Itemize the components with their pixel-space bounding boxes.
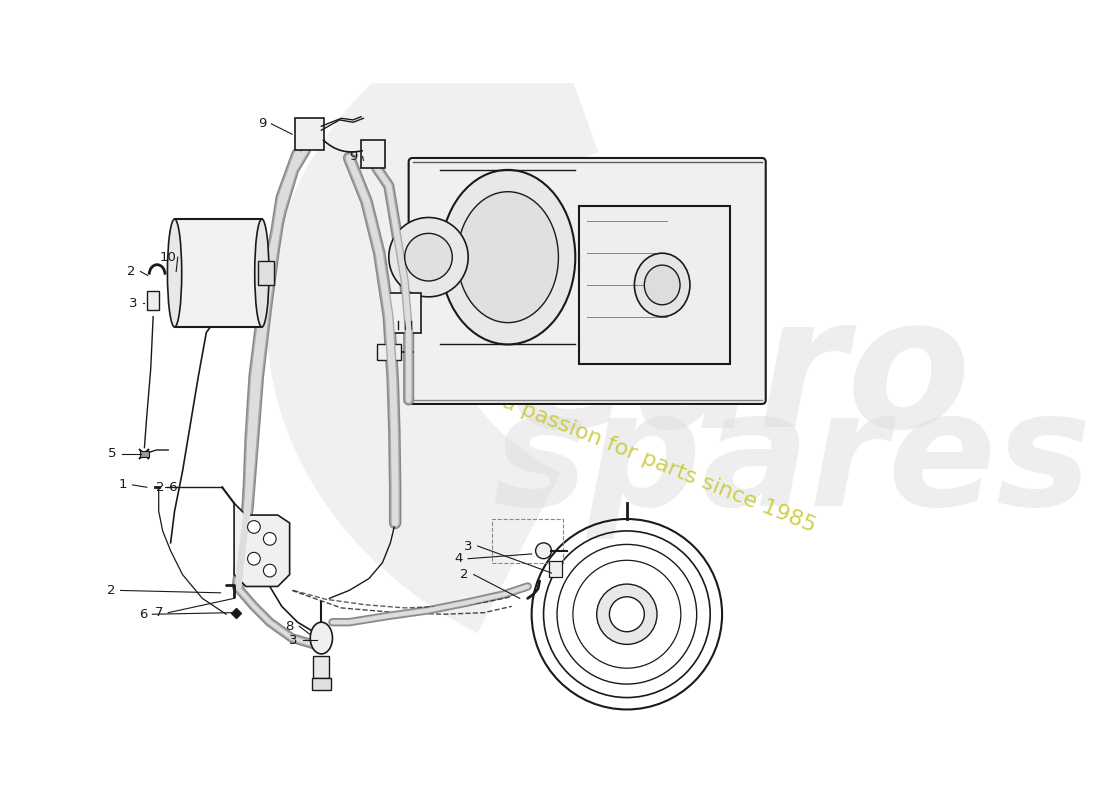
Circle shape <box>609 597 645 632</box>
Text: 8: 8 <box>285 620 294 633</box>
Circle shape <box>405 234 452 281</box>
Polygon shape <box>234 503 289 586</box>
Text: 2: 2 <box>126 265 135 278</box>
Text: 2-6: 2-6 <box>156 481 177 494</box>
Text: 3: 3 <box>129 297 138 310</box>
Circle shape <box>248 521 261 534</box>
Ellipse shape <box>310 622 332 654</box>
Bar <box>295 118 323 150</box>
Ellipse shape <box>458 192 559 322</box>
Text: 9: 9 <box>257 118 266 130</box>
Ellipse shape <box>255 219 270 327</box>
Ellipse shape <box>167 219 182 327</box>
Text: euro: euro <box>508 289 971 465</box>
Text: 2: 2 <box>460 568 469 581</box>
Circle shape <box>388 218 469 297</box>
Text: 5: 5 <box>109 447 117 461</box>
Circle shape <box>536 543 551 558</box>
Bar <box>377 345 400 360</box>
Ellipse shape <box>440 170 575 345</box>
FancyBboxPatch shape <box>409 158 766 404</box>
Text: spares: spares <box>492 384 1091 539</box>
Text: 10: 10 <box>160 250 177 264</box>
Text: a passion for parts since 1985: a passion for parts since 1985 <box>498 391 818 536</box>
Bar <box>175 219 262 327</box>
Text: 2: 2 <box>107 584 116 597</box>
Bar <box>361 140 385 168</box>
Bar <box>314 655 329 678</box>
Bar <box>549 561 562 577</box>
Bar <box>311 678 331 690</box>
Text: 7: 7 <box>154 606 163 619</box>
Text: 1: 1 <box>119 478 128 491</box>
Circle shape <box>263 533 276 546</box>
Circle shape <box>248 552 261 565</box>
Text: 6: 6 <box>139 608 147 621</box>
Bar <box>580 206 730 364</box>
Circle shape <box>263 564 276 577</box>
Circle shape <box>596 584 657 644</box>
Bar <box>388 293 420 333</box>
Ellipse shape <box>645 265 680 305</box>
Bar <box>492 519 563 562</box>
Text: 9: 9 <box>349 150 358 163</box>
Text: 4: 4 <box>454 552 463 565</box>
Bar <box>257 261 274 285</box>
Text: 3: 3 <box>289 634 298 647</box>
Ellipse shape <box>635 254 690 317</box>
Bar <box>146 291 160 310</box>
Text: 3: 3 <box>464 539 472 553</box>
Bar <box>140 450 150 457</box>
